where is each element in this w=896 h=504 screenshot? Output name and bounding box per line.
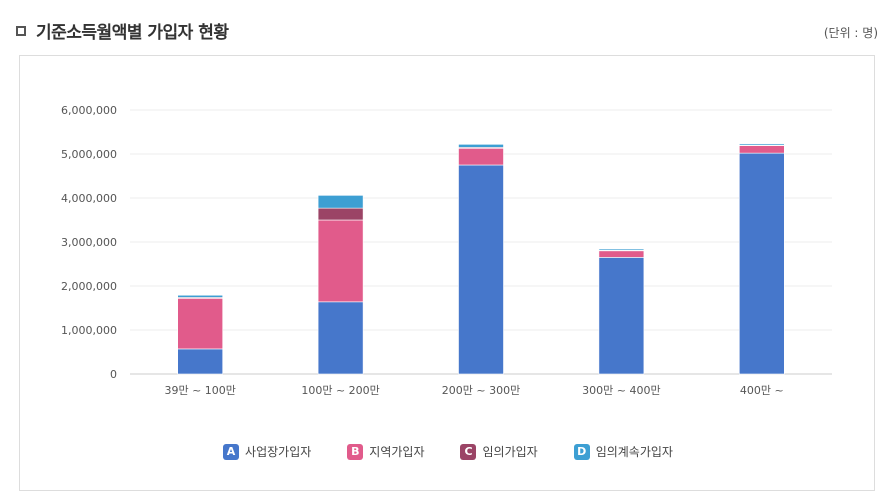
bar-segment[interactable]	[738, 143, 785, 146]
bar-segment[interactable]	[317, 301, 364, 375]
x-tick-label: 400만 ~	[740, 384, 784, 397]
bar-segment[interactable]	[317, 195, 364, 209]
bar-segment[interactable]	[317, 219, 364, 303]
bar-segment[interactable]	[598, 257, 645, 375]
legend-item[interactable]: B 지역가입자	[347, 443, 424, 460]
legend-badge-icon: C	[460, 443, 477, 460]
bar-segment[interactable]	[738, 152, 785, 375]
y-tick-label: 6,000,000	[61, 104, 117, 117]
bar-segment[interactable]	[177, 298, 223, 350]
x-tick-label: 300만 ~ 400만	[582, 384, 660, 397]
y-tick-label: 5,000,000	[61, 148, 117, 161]
y-tick-label: 2,000,000	[61, 280, 117, 293]
legend-label: 임의계속가입자	[595, 445, 673, 459]
page-title: 기준소득월액별 가입자 현황	[36, 23, 229, 43]
legend-badge-icon: B	[347, 443, 364, 460]
y-tick-label: 1,000,000	[61, 324, 117, 337]
legend-badge-icon: A	[223, 443, 240, 460]
bar-segment[interactable]	[598, 250, 645, 258]
legend-label: 임의가입자	[482, 445, 538, 459]
y-tick-label: 4,000,000	[61, 192, 117, 205]
legend-badge-icon: D	[573, 443, 590, 460]
y-tick-label: 3,000,000	[61, 236, 117, 249]
legend-label: 사업장가입자	[245, 445, 312, 459]
legend-item[interactable]: A 사업장가입자	[223, 443, 311, 460]
x-tick-label: 39만 ~ 100만	[164, 384, 235, 397]
chart-panel	[19, 55, 875, 491]
unit-label: (단위 : 명)	[823, 26, 878, 40]
y-tick-label: 0	[110, 368, 117, 381]
chart-legend: A 사업장가입자 B 지역가입자 C 임의가입자 D 임의계속가입자	[0, 443, 896, 460]
legend-label: 지역가입자	[369, 445, 425, 459]
bar-segment[interactable]	[458, 164, 504, 375]
bar-segment[interactable]	[317, 207, 364, 221]
legend-item[interactable]: C 임의가입자	[460, 443, 538, 460]
x-tick-label: 200만 ~ 300만	[442, 384, 520, 397]
square-bullet-icon	[16, 25, 26, 36]
bar-segment[interactable]	[177, 348, 223, 375]
bar-segment[interactable]	[598, 248, 645, 251]
title-area: 기준소득월액별 가입자 현황	[16, 18, 229, 43]
bar-segment[interactable]	[177, 294, 223, 298]
x-tick-label: 100만 ~ 200만	[301, 384, 379, 397]
bar-segment[interactable]	[458, 144, 504, 148]
legend-item[interactable]: D 임의계속가입자	[573, 443, 673, 460]
bar-segment[interactable]	[458, 147, 504, 166]
bar-segment[interactable]	[738, 145, 785, 154]
